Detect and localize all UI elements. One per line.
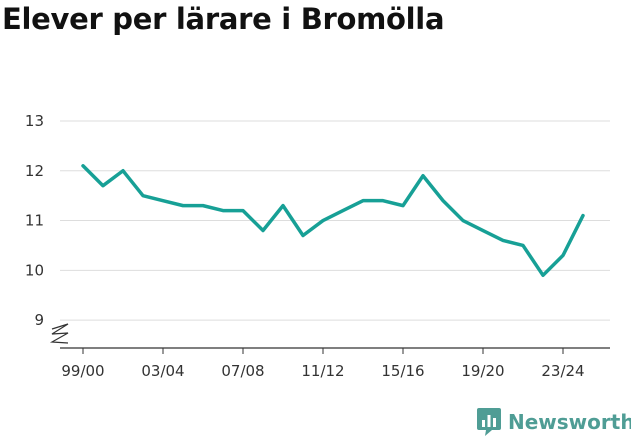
y-tick-label-12: 12 [25,162,44,180]
y-tick-label-13: 13 [25,112,44,130]
x-tick-label: 23/24 [541,362,584,380]
y-tick-label-11: 11 [25,212,44,230]
x-axis: 99/00 03/04 07/08 11/12 15/16 19/20 23/24 [49,323,610,380]
x-tick-label: 19/20 [461,362,504,380]
y-tick-label-9: 9 [34,311,44,329]
newsworthy-logo-icon [477,408,501,436]
x-tick-label: 11/12 [301,362,344,380]
brand-logo[interactable]: Newsworthy [476,405,631,439]
chart-title: Elever per lärare i Bromölla [2,2,445,36]
x-tick-label: 03/04 [141,362,184,380]
series-group [81,164,585,278]
series-line-0 [81,164,585,278]
y-tick-label-10: 10 [25,261,44,279]
axis-break-icon [49,323,69,344]
brand-name: Newsworthy [508,410,631,434]
y-axis-ticks: 9 10 11 12 13 [25,112,44,329]
x-tick-label: 15/16 [381,362,424,380]
x-tick-label: 07/08 [221,362,264,380]
x-tick-label: 99/00 [61,362,104,380]
grid-lines [60,120,610,321]
